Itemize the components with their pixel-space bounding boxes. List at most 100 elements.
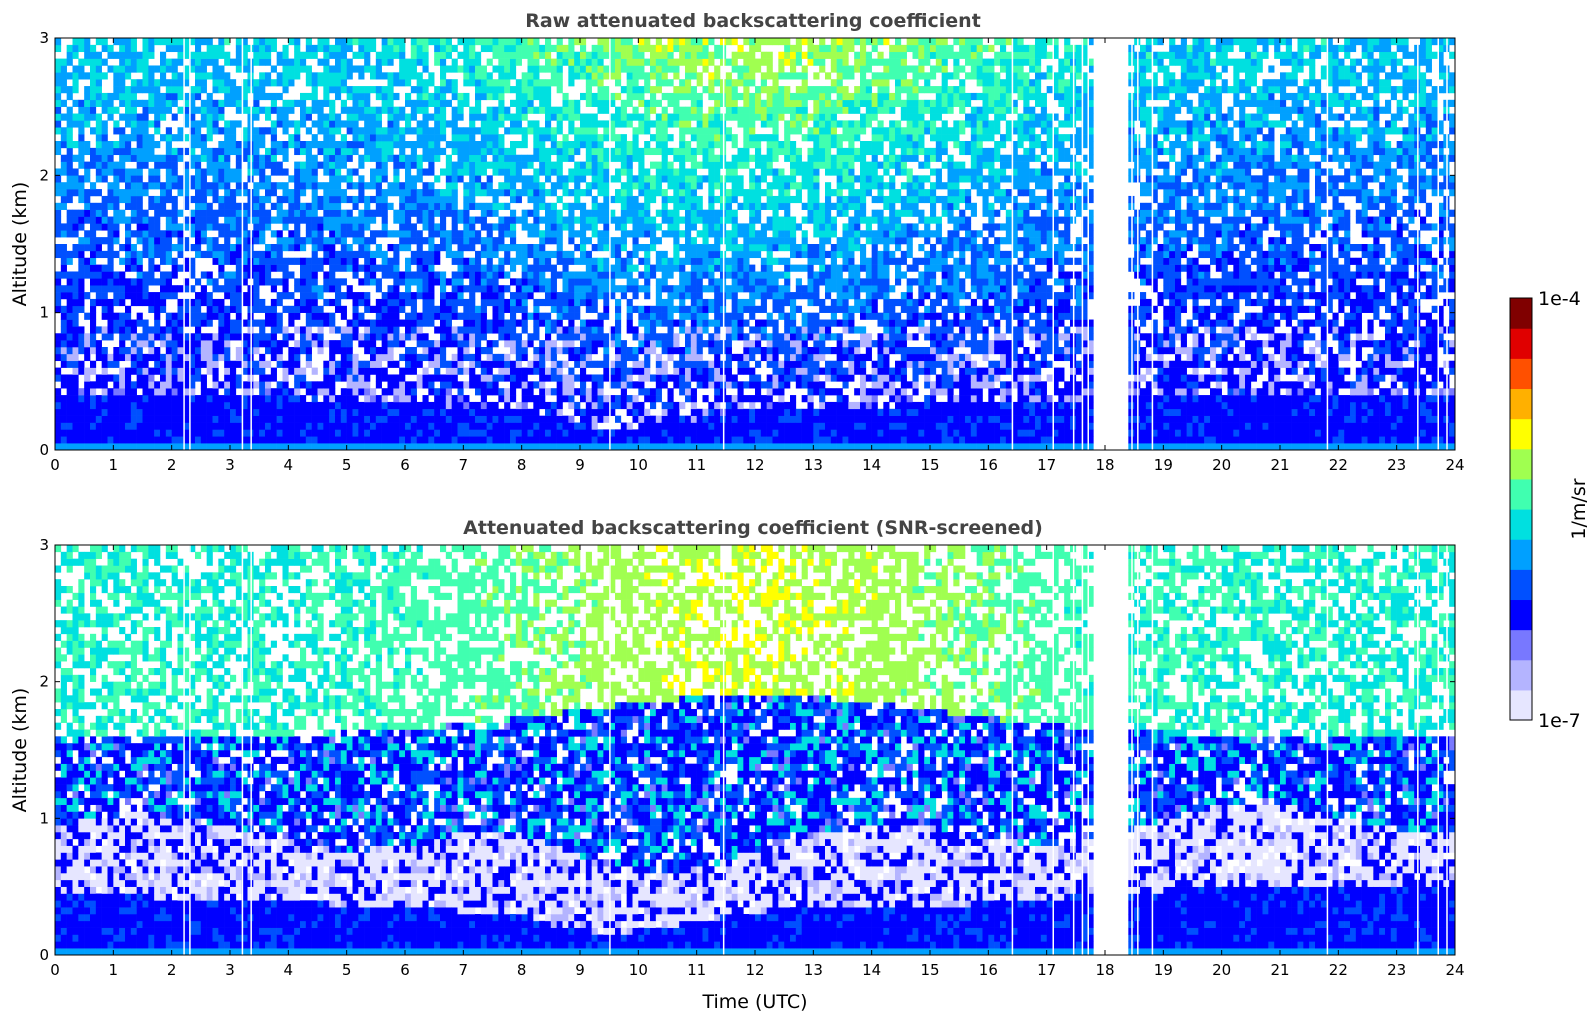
heatmap-cell — [405, 209, 412, 217]
heatmap-cell — [206, 429, 213, 437]
heatmap-cell — [317, 120, 324, 128]
heatmap-cell — [189, 99, 196, 107]
heatmap-cell — [626, 347, 633, 355]
heatmap-cell — [434, 415, 441, 423]
heatmap-cell — [510, 182, 517, 190]
heatmap-cell — [428, 99, 435, 107]
heatmap-cell — [597, 51, 604, 59]
heatmap-cell — [515, 305, 522, 313]
heatmap-cell — [107, 415, 114, 423]
heatmap-cell — [171, 79, 178, 87]
heatmap-cell — [212, 408, 219, 416]
heatmap-cell — [125, 86, 132, 94]
heatmap-cell — [486, 340, 493, 348]
heatmap-cell — [510, 264, 517, 272]
heatmap-cell — [72, 250, 79, 259]
heatmap-cell — [510, 408, 517, 416]
heatmap-cell — [113, 175, 120, 183]
heatmap-cell — [486, 436, 493, 444]
heatmap-cell — [270, 120, 277, 128]
heatmap-cell — [206, 216, 213, 224]
heatmap-cell — [119, 415, 126, 423]
heatmap-cell — [603, 72, 610, 80]
heatmap-cell — [282, 79, 289, 87]
heatmap-cell — [119, 312, 126, 320]
heatmap-cell — [405, 189, 412, 197]
heatmap-cell — [200, 58, 207, 66]
heatmap-cell — [259, 86, 266, 94]
heatmap-cell — [90, 395, 97, 403]
heatmap-cell — [183, 415, 190, 423]
heatmap-cell — [655, 312, 662, 320]
heatmap-cell — [317, 58, 324, 66]
heatmap-cell — [154, 436, 161, 444]
heatmap-cell — [130, 264, 137, 272]
heatmap-cell — [609, 360, 616, 368]
heatmap-cell — [230, 408, 237, 416]
heatmap-cell — [288, 65, 295, 73]
heatmap-cell — [218, 298, 225, 307]
heatmap-cell — [469, 44, 476, 53]
heatmap-cell — [154, 401, 161, 410]
heatmap-cell — [556, 257, 563, 265]
heatmap-cell — [410, 312, 417, 320]
heatmap-cell — [212, 147, 219, 156]
heatmap-cell — [422, 92, 429, 101]
heatmap-cell — [364, 38, 371, 46]
heatmap-cell — [440, 44, 447, 53]
heatmap-cell — [434, 395, 441, 403]
heatmap-cell — [626, 209, 633, 217]
heatmap-cell — [434, 127, 441, 135]
heatmap-cell — [142, 44, 149, 53]
heatmap-cell — [90, 230, 97, 238]
heatmap-cell — [597, 72, 604, 80]
heatmap-cell — [358, 429, 365, 437]
heatmap-cell — [486, 79, 493, 87]
heatmap-cell — [632, 202, 639, 210]
heatmap-cell — [206, 51, 213, 59]
heatmap-cell — [311, 367, 318, 375]
heatmap-cell — [451, 408, 458, 416]
heatmap-cell — [451, 250, 458, 259]
heatmap-cell — [620, 223, 627, 231]
heatmap-cell — [317, 72, 324, 80]
heatmap-cell — [492, 106, 499, 114]
heatmap-cell — [253, 86, 260, 94]
heatmap-cell — [90, 161, 97, 169]
heatmap-cell — [142, 408, 149, 416]
heatmap-cell — [375, 106, 382, 114]
heatmap-cell — [445, 429, 452, 437]
heatmap-cell — [148, 264, 155, 272]
heatmap-cell — [545, 326, 552, 334]
heatmap-cell — [72, 175, 79, 183]
heatmap-cell — [323, 44, 330, 53]
heatmap-cell — [119, 285, 126, 293]
heatmap-cell — [142, 401, 149, 410]
heatmap-cell — [370, 388, 377, 396]
heatmap-cell — [626, 443, 633, 451]
heatmap-cell — [638, 401, 645, 410]
heatmap-cell — [270, 298, 277, 307]
heatmap-cell — [370, 360, 377, 368]
heatmap-cell — [189, 285, 196, 293]
heatmap-cell — [130, 65, 137, 73]
heatmap-cell — [445, 326, 452, 334]
heatmap-cell — [545, 127, 552, 135]
heatmap-cell — [305, 312, 312, 320]
heatmap-cell — [585, 347, 592, 355]
heatmap-cell — [352, 230, 359, 238]
heatmap-cell — [521, 429, 528, 437]
heatmap-cell — [171, 44, 178, 53]
heatmap-cell — [440, 408, 447, 416]
heatmap-cell — [113, 271, 120, 279]
heatmap-cell — [136, 175, 143, 183]
heatmap-cell — [399, 79, 406, 87]
heatmap-cell — [539, 182, 546, 190]
heatmap-cell — [300, 271, 307, 279]
heatmap-cell — [399, 429, 406, 437]
heatmap-cell — [206, 113, 213, 121]
heatmap-cell — [510, 72, 517, 80]
heatmap-cell — [644, 72, 651, 80]
heatmap-cell — [574, 106, 581, 114]
heatmap-cell — [212, 443, 219, 451]
